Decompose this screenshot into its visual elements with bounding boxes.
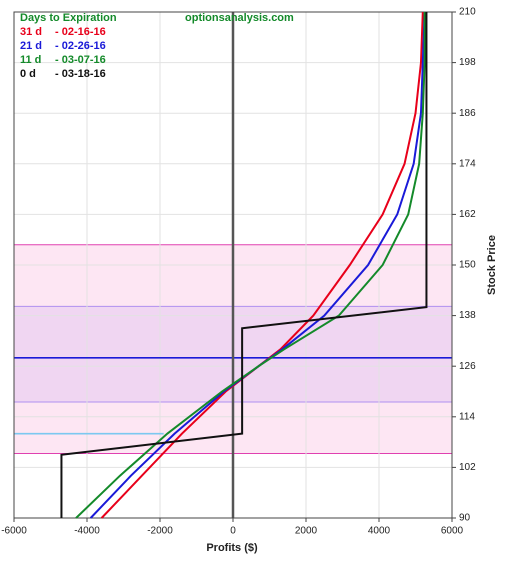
y-tick-label: 162 — [459, 209, 476, 220]
legend-date: - 02-26-16 — [55, 40, 106, 52]
x-tick-label: 0 — [230, 526, 236, 537]
legend-label: 21 d — [20, 40, 42, 52]
y-tick-label: 90 — [459, 513, 471, 524]
legend-title: Days to Expiration — [20, 12, 117, 24]
series-line — [100, 11, 424, 519]
series-line — [75, 12, 426, 519]
x-axis-label: Profits ($) — [206, 542, 258, 554]
y-tick-label: 186 — [459, 108, 476, 119]
watermark: optionsanalysis.com — [185, 12, 294, 24]
y-tick-label: 138 — [459, 310, 476, 321]
legend-label: 31 d — [20, 26, 42, 38]
legend-date: - 02-16-16 — [55, 26, 106, 38]
y-tick-label: 174 — [459, 158, 476, 169]
legend-date: - 03-18-16 — [55, 68, 106, 80]
y-tick-label: 210 — [459, 7, 476, 18]
series-line — [60, 12, 428, 518]
x-tick-label: -4000 — [74, 526, 100, 537]
x-tick-label: -6000 — [1, 526, 27, 537]
x-tick-label: 6000 — [441, 526, 464, 537]
y-tick-label: 198 — [459, 57, 476, 68]
legend-date: - 03-07-16 — [55, 54, 106, 66]
x-tick-label: 2000 — [295, 526, 318, 537]
x-tick-label: 4000 — [368, 526, 391, 537]
y-tick-label: 102 — [459, 462, 476, 473]
series-line — [89, 11, 426, 519]
legend-label: 11 d — [20, 54, 41, 66]
y-axis-label: Stock Price — [486, 235, 498, 295]
y-tick-label: 114 — [459, 411, 475, 422]
y-tick-label: 126 — [459, 361, 476, 372]
x-tick-label: -2000 — [147, 526, 173, 537]
plot: -6000 -4000 -2000 0 2000 4000 6000 90 102 114 126 1… — [1, 7, 476, 537]
legend-label: 0 d — [20, 68, 36, 80]
y-tick-label: 150 — [459, 260, 476, 271]
